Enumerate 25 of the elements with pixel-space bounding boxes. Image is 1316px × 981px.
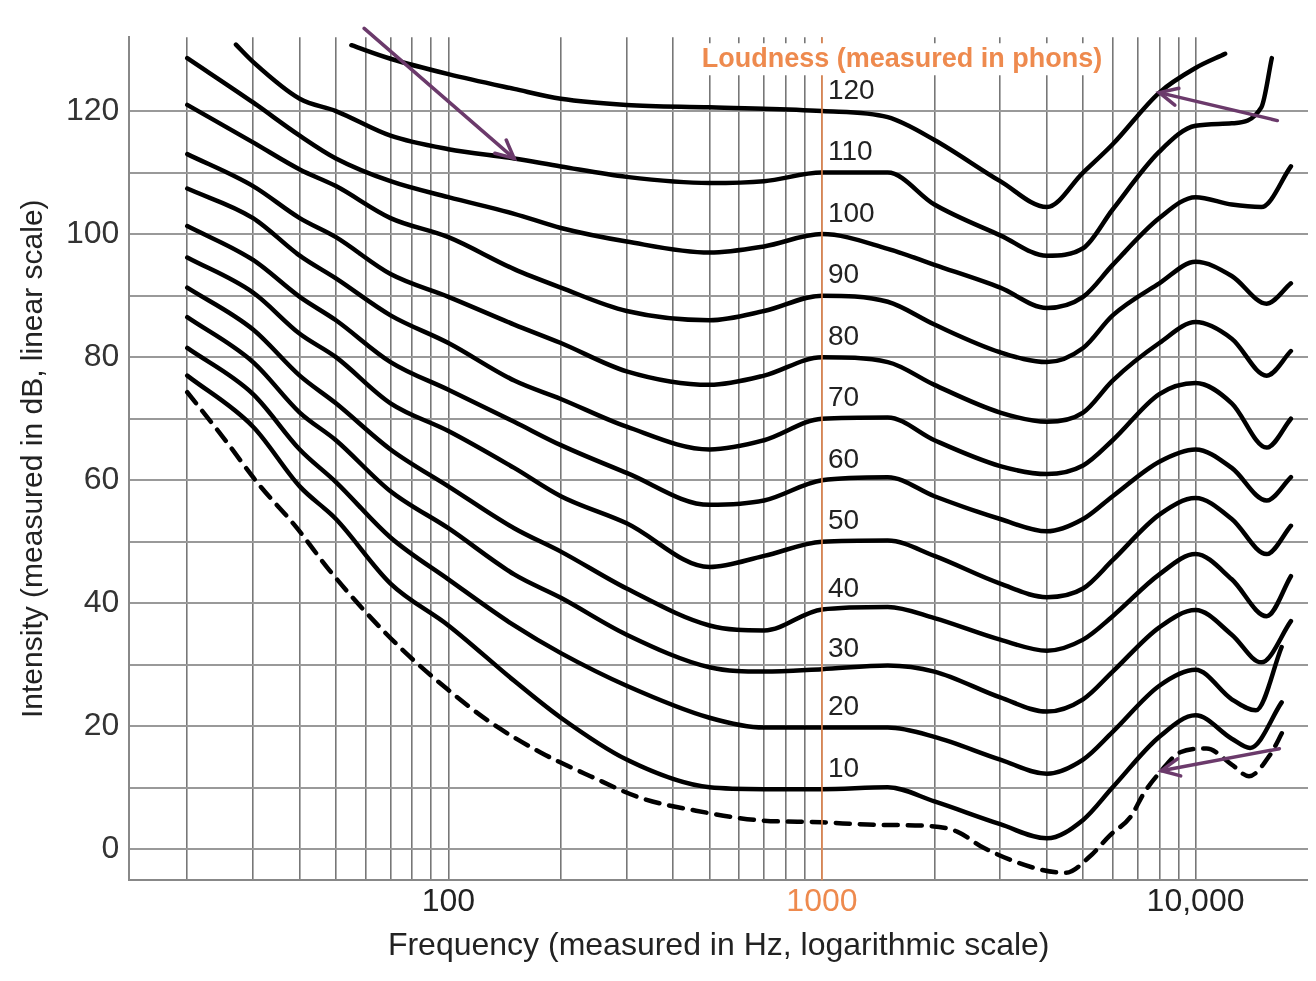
y-tick-label: 0 (101, 829, 120, 866)
series-label: 50 (827, 504, 860, 536)
y-tick-label: 80 (83, 337, 120, 373)
series-label: 120 (827, 73, 875, 105)
series-label: 70 (827, 381, 860, 413)
series-label: 60 (827, 442, 860, 474)
y-tick-label: 40 (83, 583, 120, 620)
series-label: 100 (827, 196, 875, 228)
series-label: 110 (827, 135, 873, 167)
series-label: 80 (827, 319, 860, 351)
x-tick-label: 10,000 (1146, 882, 1245, 919)
y-tick-label: 120 (66, 90, 120, 127)
series-label: 30 (827, 631, 860, 663)
x-tick-label: 100 (421, 882, 476, 919)
y-tick-label: 100 (66, 213, 120, 250)
series-label: 40 (827, 572, 860, 604)
series-label: 20 (827, 690, 860, 722)
ref-line-label: Loudness (measured in phons) (701, 42, 1103, 73)
x-tick-label: 1000 (786, 882, 858, 919)
x-axis-title: Frequency (measured in Hz, logarithmic scale) (387, 925, 1050, 962)
series-label: 90 (827, 258, 860, 290)
series-label: 10 (827, 751, 860, 783)
y-tick-label: 20 (83, 706, 120, 743)
y-tick-label: 60 (83, 460, 120, 497)
y-axis-title: Intensity (measured in dB, linear scale) (15, 199, 49, 718)
